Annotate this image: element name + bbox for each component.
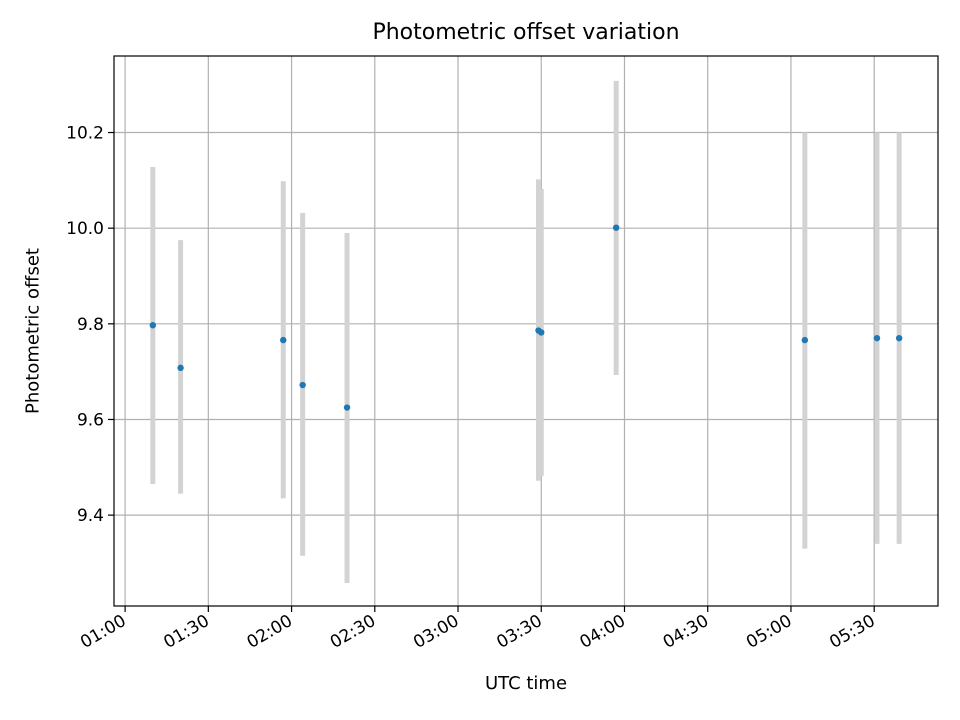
x-tick-label: 05:00 xyxy=(743,611,795,653)
y-tick-label: 10.2 xyxy=(66,124,104,144)
data-point xyxy=(280,336,287,344)
x-tick-label: 05:30 xyxy=(826,611,878,653)
data-point xyxy=(801,336,809,344)
x-tick-label: 03:00 xyxy=(410,611,462,653)
data-point xyxy=(343,404,351,411)
y-tick-label: 9.4 xyxy=(77,506,104,526)
data-point xyxy=(895,334,903,342)
x-tick-label: 02:00 xyxy=(244,611,296,653)
x-tick-label: 03:30 xyxy=(493,611,545,653)
chart-title: Photometric offset variation xyxy=(372,20,680,45)
x-tick-label: 04:00 xyxy=(577,611,629,653)
x-tick-label: 04:30 xyxy=(660,611,712,653)
x-axis-label: UTC time xyxy=(484,673,568,694)
axes-frame xyxy=(113,55,939,607)
data-point xyxy=(177,364,184,372)
y-tick-label: 9.8 xyxy=(77,315,104,335)
data-points xyxy=(149,224,903,411)
data-point xyxy=(873,334,881,342)
error-bars xyxy=(150,80,902,584)
x-tick-label: 01:00 xyxy=(77,611,129,653)
x-tick-label: 01:30 xyxy=(160,611,212,653)
data-point xyxy=(538,329,545,336)
y-tick-label: 9.6 xyxy=(77,410,104,430)
data-point xyxy=(149,322,157,329)
x-tick-label: 02:30 xyxy=(327,611,379,653)
data-point xyxy=(612,224,620,231)
x-axis-ticks: 01:00 01:30 02:00 02:30 03:00 03:30 04:00 04:30… xyxy=(77,606,879,653)
y-axis-ticks: 9.4 9.6 9.8 10.0 10.2 xyxy=(66,124,114,526)
data-point xyxy=(299,381,306,389)
grid xyxy=(114,56,938,606)
y-tick-label: 10.0 xyxy=(66,219,104,239)
